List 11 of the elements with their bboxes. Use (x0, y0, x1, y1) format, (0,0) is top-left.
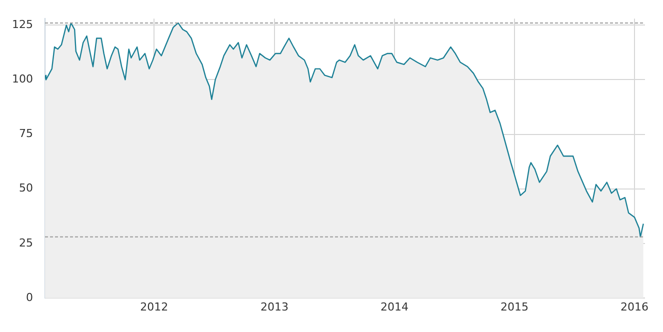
y-tick-label: 75 (19, 127, 33, 140)
y-tick-label: 0 (26, 290, 33, 304)
x-tick-label: 2016 (620, 300, 648, 314)
y-tick-label: 25 (19, 236, 33, 250)
x-tick-label: 2013 (260, 300, 288, 314)
y-tick-label: 100 (12, 72, 33, 86)
y-tick-label: 125 (12, 18, 33, 32)
x-tick-label: 2015 (500, 300, 528, 314)
x-tick-label: 2012 (140, 300, 168, 314)
x-tick-label: 2014 (380, 300, 408, 314)
y-tick-label: 50 (19, 182, 33, 195)
